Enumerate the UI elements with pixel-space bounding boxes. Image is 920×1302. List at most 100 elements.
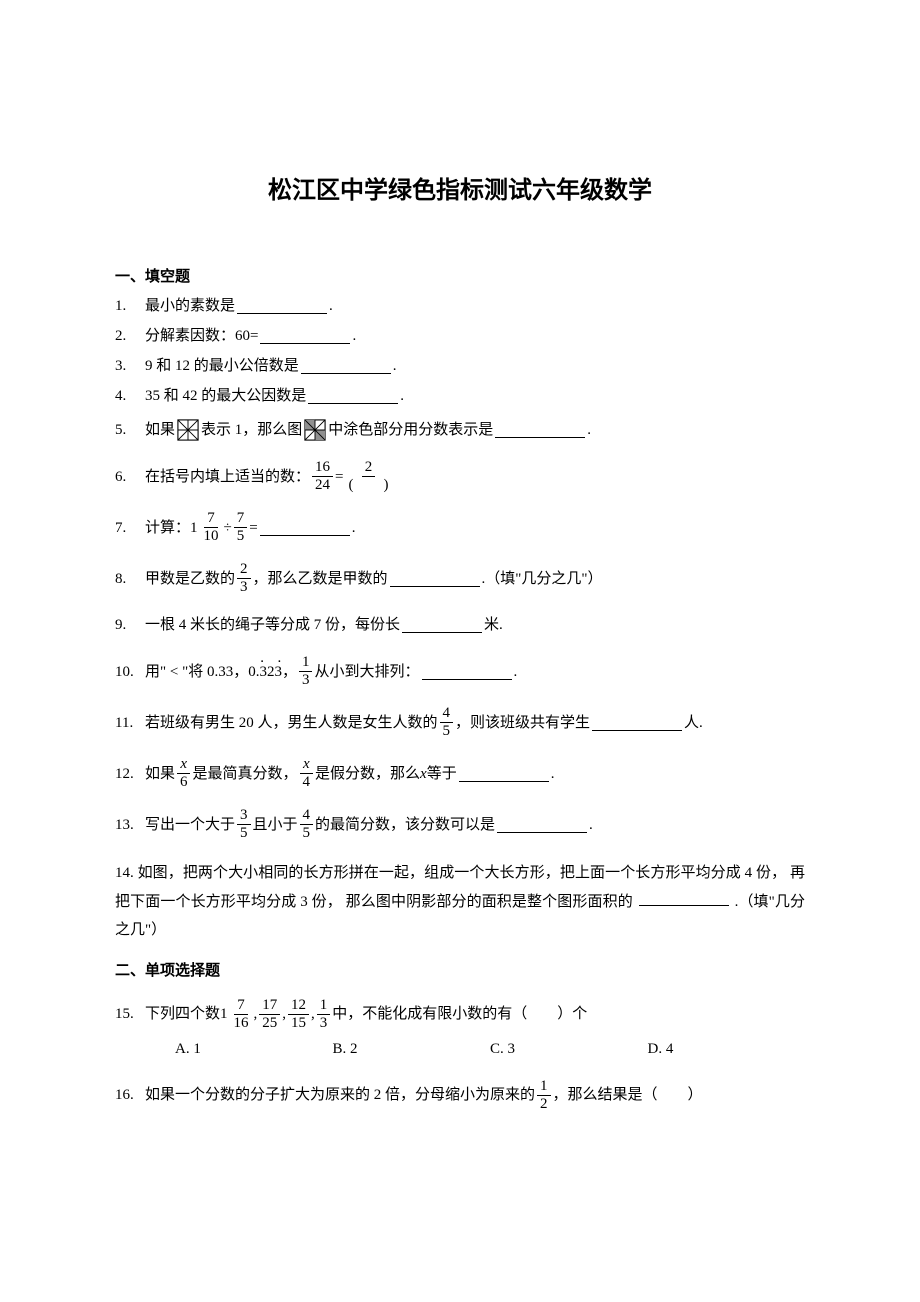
q-num: 4. xyxy=(115,384,145,408)
fill-blank xyxy=(308,388,398,404)
question-12: 12. 如果 x 6 是最简真分数， x 4 是假分数，那么 x 等于 . xyxy=(115,757,805,790)
choice-c: C. 3 xyxy=(490,1037,648,1061)
exam-title: 松江区中学绿色指标测试六年级数学 xyxy=(115,170,805,205)
fraction: 4 5 xyxy=(440,706,454,739)
exam-page: 松江区中学绿色指标测试六年级数学 一、填空题 1. 最小的素数是 . 2. 分解… xyxy=(0,0,920,1190)
q-text: 在括号内填上适当的数： xyxy=(145,465,310,489)
q-num: 6. xyxy=(115,465,145,489)
q-text: . xyxy=(352,516,356,540)
question-15: 15. 下列四个数 1 7 16 , 17 25 , 12 xyxy=(115,998,805,1061)
denominator: 5 xyxy=(300,825,314,841)
q-num: 7. xyxy=(115,516,145,540)
q-text: 中，不能化成有限小数的有（ ）个 xyxy=(332,1002,587,1026)
fraction: 1 3 xyxy=(317,998,331,1031)
q-text: 人. xyxy=(684,711,703,735)
q-text: 是假分数，那么 xyxy=(315,762,420,786)
q-num: 8. xyxy=(115,567,145,591)
q-text: ， xyxy=(282,660,297,684)
denominator: 3 xyxy=(299,672,313,688)
denominator: 3 xyxy=(317,1015,331,1031)
numerator: 7 xyxy=(234,998,248,1015)
q-body: 若班级有男生 20 人，男生人数是女生人数的 4 5 ，则该班级共有学生 人. xyxy=(145,706,703,739)
q-text: . xyxy=(589,813,593,837)
numerator: 4 xyxy=(440,706,454,723)
choice-d: D. 4 xyxy=(648,1037,806,1061)
denominator: 3 xyxy=(237,579,251,595)
fraction: 16 24 xyxy=(312,460,333,493)
q-body: 下列四个数 1 7 16 , 17 25 , 12 15 xyxy=(145,998,587,1031)
numerator: 1 xyxy=(317,998,331,1015)
q-text: 用" < "将 0.33， xyxy=(145,660,248,684)
numerator: 4 xyxy=(300,808,314,825)
denominator: 16 xyxy=(231,1015,252,1031)
whole-part: 1 xyxy=(220,1002,228,1026)
q-text: . xyxy=(352,324,356,348)
q-num: 10. xyxy=(115,660,145,684)
denominator: 4 xyxy=(300,774,314,790)
numerator: 2 xyxy=(237,562,251,579)
q-body: 如果 表示 1，那么图 中涂色部分用分数表示是 . xyxy=(145,418,591,442)
fraction: 12 15 xyxy=(288,998,309,1031)
numerator: 16 xyxy=(312,460,333,477)
fraction: x 4 xyxy=(300,757,314,790)
question-9: 9. 一根 4 米长的绳子等分成 7 份，每份长 米. xyxy=(115,613,805,637)
q-num: 11. xyxy=(115,711,145,735)
fill-blank xyxy=(495,422,585,438)
equals: = xyxy=(249,516,257,540)
fill-blank xyxy=(237,298,327,314)
section-1-header: 一、填空题 xyxy=(115,265,805,286)
q-text: 如果一个分数的分子扩大为原来的 2 倍，分母缩小为原来的 xyxy=(145,1083,535,1107)
comma: , xyxy=(254,1002,258,1026)
q-body: 分解素因数：60= . xyxy=(145,324,356,348)
numerator: 3 xyxy=(237,808,251,825)
q-num: 16. xyxy=(115,1083,145,1107)
mixed-number: 1 7 16 xyxy=(220,998,254,1031)
q-num: 9. xyxy=(115,613,145,637)
fill-blank xyxy=(592,715,682,731)
numerator: 1 xyxy=(299,655,313,672)
fraction: x 6 xyxy=(177,757,191,790)
q-num: 5. xyxy=(115,418,145,442)
fraction: 3 5 xyxy=(237,808,251,841)
fill-blank xyxy=(260,328,350,344)
q-text: . xyxy=(514,660,518,684)
fill-blank xyxy=(459,766,549,782)
q-text: 如果 xyxy=(145,418,175,442)
fill-blank xyxy=(497,817,587,833)
comma: , xyxy=(311,1002,315,1026)
fraction: 7 10 xyxy=(201,511,222,544)
question-11: 11. 若班级有男生 20 人，男生人数是女生人数的 4 5 ，则该班级共有学生… xyxy=(115,706,805,739)
q-text: 米. xyxy=(484,613,503,637)
fraction: 7 16 xyxy=(231,998,252,1031)
q-text: 从小到大排列： xyxy=(314,660,419,684)
q-body: 写出一个大于 3 5 且小于 4 5 的最简分数，该分数可以是 . xyxy=(145,808,593,841)
q-text: 35 和 42 的最大公因数是 xyxy=(145,384,306,408)
q-text: . xyxy=(393,354,397,378)
equals: = xyxy=(335,465,343,489)
q-body: 用" < "将 0.33， 0.323 ， 1 3 从小到大排列： . xyxy=(145,655,517,688)
question-10: 10. 用" < "将 0.33， 0.323 ， 1 3 从小到大排列： . xyxy=(115,655,805,688)
q-body: 一根 4 米长的绳子等分成 7 份，每份长 米. xyxy=(145,613,503,637)
q-body: 如果 x 6 是最简真分数， x 4 是假分数，那么 x 等于 . xyxy=(145,757,554,790)
numerator: 1 xyxy=(537,1079,551,1096)
question-16: 16. 如果一个分数的分子扩大为原来的 2 倍，分母缩小为原来的 1 2 ，那么… xyxy=(115,1079,805,1112)
q-body: 甲数是乙数的 2 3 ，那么乙数是甲数的 .（填"几分之几"） xyxy=(145,562,603,595)
q-num: 13. xyxy=(115,813,145,837)
numerator: 12 xyxy=(288,998,309,1015)
choice-a: A. 1 xyxy=(175,1037,333,1061)
q-text: 一根 4 米长的绳子等分成 7 份，每份长 xyxy=(145,613,400,637)
question-7: 7. 计算： 1 7 10 ÷ 7 5 = . xyxy=(115,511,805,544)
section-2-header: 二、单项选择题 xyxy=(115,959,805,980)
mixed-number: 1 7 10 xyxy=(190,511,224,544)
choice-row: A. 1 B. 2 C. 3 D. 4 xyxy=(175,1037,805,1061)
q-num: 12. xyxy=(115,762,145,786)
numerator: x xyxy=(300,757,313,774)
unit-square-icon xyxy=(177,419,199,441)
q-text: 中涂色部分用分数表示是 xyxy=(328,418,493,442)
question-8: 8. 甲数是乙数的 2 3 ，那么乙数是甲数的 .（填"几分之几"） xyxy=(115,562,805,595)
q-num: 1. xyxy=(115,294,145,318)
repeating-decimal: 0.323 xyxy=(248,660,282,684)
fraction: 2 3 xyxy=(237,562,251,595)
q-text: . xyxy=(587,418,591,442)
q-text: 若班级有男生 20 人，男生人数是女生人数的 xyxy=(145,711,438,735)
